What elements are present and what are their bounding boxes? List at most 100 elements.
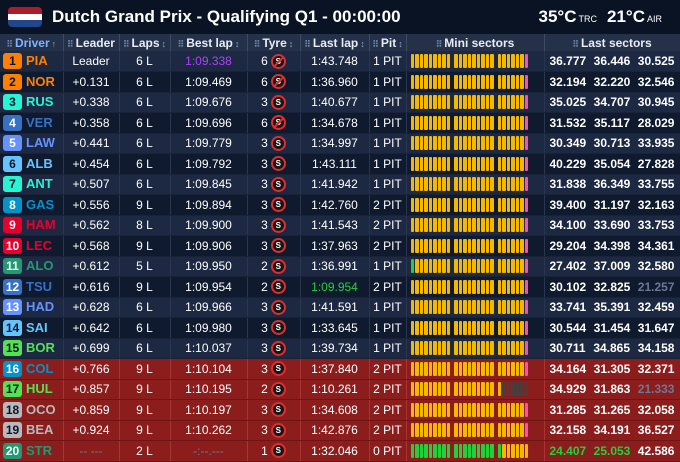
mini-sector-bar xyxy=(524,115,528,130)
last-lap-time: 1:43.748 xyxy=(300,51,370,72)
drag-handle-icon[interactable]: ⠿ xyxy=(122,38,130,49)
table-row[interactable]: 5 LAW +0.441 6 L 1:09.779 3 S 1:34.997 1 PIT 30.3… xyxy=(0,133,680,154)
driver-cell[interactable]: 2 NOR xyxy=(0,71,64,93)
drag-handle-icon[interactable]: ⠿ xyxy=(67,38,74,49)
driver-cell[interactable]: 12 TSU xyxy=(0,276,64,298)
driver-cell[interactable]: 9 HAM xyxy=(0,215,64,236)
mini-sector-bar xyxy=(424,115,428,130)
table-row[interactable]: 1 PIA Leader 6 L 1:09.338 6 S 1:43.748 1 PIT 36.7… xyxy=(0,51,680,72)
column-header-best-lap[interactable]: ⠿ Best lap ↕ xyxy=(170,34,248,51)
driver-cell[interactable]: 20 STR xyxy=(0,440,64,462)
table-row[interactable]: 4 VER +0.358 6 L 1:09.696 6 S 1:34.678 1 PIT 31.5… xyxy=(0,112,680,134)
position-badge: 2 xyxy=(3,73,22,90)
driver-cell[interactable]: 3 RUS xyxy=(0,92,64,113)
driver-cell[interactable]: 13 HAD xyxy=(0,297,64,318)
table-row[interactable]: 9 HAM +0.562 8 L 1:09.900 3 S 1:41.543 2 PIT 34.1… xyxy=(0,215,680,236)
drag-handle-icon[interactable]: ⠿ xyxy=(372,38,379,49)
mini-sector-group xyxy=(497,54,528,68)
table-row[interactable]: 7 ANT +0.507 6 L 1:09.845 3 S 1:41.942 1 PIT 31.8… xyxy=(0,174,680,195)
sector-time: 36.777 xyxy=(549,54,587,68)
driver-cell[interactable]: 14 SAI xyxy=(0,317,64,339)
driver-cell[interactable]: 6 ALB xyxy=(0,153,64,175)
driver-cell[interactable]: 10 LEC xyxy=(0,235,64,257)
mini-sector-bar xyxy=(467,95,471,110)
mini-sector-group xyxy=(454,423,494,438)
drag-handle-icon[interactable]: ⠿ xyxy=(435,38,443,49)
mini-sector-bar xyxy=(485,300,489,315)
driver-cell[interactable]: 5 LAW xyxy=(0,133,64,154)
column-header-tyre[interactable]: ⠿ Tyre ↕ xyxy=(247,34,301,51)
table-row[interactable]: 12 TSU +0.616 9 L 1:09.954 2 S 1:09.954 2 PIT 30.… xyxy=(0,276,680,298)
mini-sector-bar xyxy=(524,218,528,233)
table-row[interactable]: 19 BEA +0.924 9 L 1:10.262 3 S 1:42.876 2 PIT 32.… xyxy=(0,420,680,441)
soft-tyre-icon: S xyxy=(270,340,286,356)
mini-sector-bar xyxy=(502,95,506,110)
mini-sector-group xyxy=(410,279,450,294)
column-header-laps[interactable]: ⠿ Laps ↕ xyxy=(119,34,171,51)
table-row[interactable]: 20 STR -- --- 2 L -:--.--- 1 S 1:32.046 0 PIT 24.… xyxy=(0,440,680,462)
mini-sector-bar xyxy=(511,341,515,356)
driver-cell[interactable]: 4 VER xyxy=(0,112,64,134)
mini-sector-bar xyxy=(476,177,480,192)
mini-sector-bar xyxy=(515,402,519,417)
mini-sector-bar xyxy=(506,279,510,294)
mini-sector-bar xyxy=(520,156,524,171)
table-row[interactable]: 2 NOR +0.131 6 L 1:09.469 6 S 1:36.960 1 PIT 32.1… xyxy=(0,71,680,93)
mini-sector-bar xyxy=(442,402,446,417)
drag-handle-icon[interactable]: ⠿ xyxy=(304,38,311,49)
driver-cell[interactable]: 16 COL xyxy=(0,358,64,380)
driver-cell[interactable]: 11 ALO xyxy=(0,256,64,277)
table-row[interactable]: 10 LEC +0.568 9 L 1:09.906 3 S 1:37.963 2 PIT 29.… xyxy=(0,235,680,257)
table-row[interactable]: 11 ALO +0.612 5 L 1:09.950 2 S 1:36.991 1 PIT 27.… xyxy=(0,256,680,277)
pit-count: 2 PIT xyxy=(369,420,407,441)
column-header-last-sectors[interactable]: ⠿ Last sectors xyxy=(544,34,680,51)
table-row[interactable]: 16 COL +0.766 9 L 1:10.104 3 S 1:37.840 2 PIT 34.… xyxy=(0,358,680,380)
driver-cell[interactable]: 7 ANT xyxy=(0,174,64,195)
mini-sector-bar xyxy=(442,197,446,212)
mini-sectors-cell xyxy=(406,276,545,298)
mini-sector-bar xyxy=(490,259,494,274)
table-row[interactable]: 6 ALB +0.454 6 L 1:09.792 3 S 1:43.111 1 PIT 40.2… xyxy=(0,153,680,175)
table-row[interactable]: 15 BOR +0.699 6 L 1:10.037 3 S 1:39.734 1 PIT 30.… xyxy=(0,338,680,359)
driver-cell[interactable]: 15 BOR xyxy=(0,338,64,359)
mini-sector-bar xyxy=(419,95,423,110)
mini-sector-bar xyxy=(463,197,467,212)
driver-cell[interactable]: 19 BEA xyxy=(0,420,64,441)
driver-cell[interactable]: 8 GAS xyxy=(0,194,64,216)
driver-cell[interactable]: 1 PIA xyxy=(0,51,64,72)
mini-sector-bar xyxy=(433,443,437,458)
sector-time: 34.164 xyxy=(549,361,587,376)
column-header-driver[interactable]: ⠿ Driver ↑ xyxy=(0,34,64,51)
driver-cell[interactable]: 18 OCO xyxy=(0,399,64,421)
mini-sector-bar xyxy=(476,443,480,458)
laps-count: 9 L xyxy=(119,358,171,380)
driver-cell[interactable]: 17 HUL xyxy=(0,379,64,400)
best-lap-time: 1:09.980 xyxy=(170,317,248,339)
column-header-last-lap[interactable]: ⠿ Last lap ↕ xyxy=(300,34,370,51)
mini-sector-bar xyxy=(442,361,446,376)
mini-sector-bar xyxy=(520,197,524,212)
column-header-leader[interactable]: ⠿ Leader xyxy=(63,34,120,51)
column-header-mini-sectors[interactable]: ⠿ Mini sectors xyxy=(406,34,545,51)
table-row[interactable]: 18 OCO +0.859 9 L 1:10.197 3 S 1:34.608 2 PIT 31.… xyxy=(0,399,680,421)
drag-handle-icon[interactable]: ⠿ xyxy=(6,38,13,49)
mini-sector-bar xyxy=(415,95,419,110)
mini-sector-bar xyxy=(467,136,471,151)
mini-sector-bar xyxy=(415,443,419,458)
column-header-pit[interactable]: ⠿ Pit ↕ xyxy=(369,34,407,51)
table-row[interactable]: 3 RUS +0.338 6 L 1:09.676 3 S 1:40.677 1 PIT 35.0… xyxy=(0,92,680,113)
drag-handle-icon[interactable]: ⠿ xyxy=(177,38,185,49)
mini-sector-bar xyxy=(506,197,510,212)
best-lap-time: 1:09.894 xyxy=(170,194,248,216)
mini-sector-bar xyxy=(481,95,485,110)
table-row[interactable]: 13 HAD +0.628 6 L 1:09.966 3 S 1:41.591 1 PIT 33.… xyxy=(0,297,680,318)
mini-sector-bar xyxy=(458,279,462,294)
table-row[interactable]: 8 GAS +0.556 9 L 1:09.894 3 S 1:42.760 2 PIT 39.4… xyxy=(0,194,680,216)
drag-handle-icon[interactable]: ⠿ xyxy=(572,38,579,49)
drag-handle-icon[interactable]: ⠿ xyxy=(253,38,261,49)
table-row[interactable]: 17 HUL +0.857 9 L 1:10.195 2 S 1:10.261 2 PIT 34.… xyxy=(0,379,680,400)
mini-sector-bar xyxy=(481,74,485,89)
table-row[interactable]: 14 SAI +0.642 6 L 1:09.980 3 S 1:33.645 1 PIT 30.… xyxy=(0,317,680,339)
sector-time: 30.102 xyxy=(549,279,587,294)
sector-time: 34.100 xyxy=(549,218,587,233)
